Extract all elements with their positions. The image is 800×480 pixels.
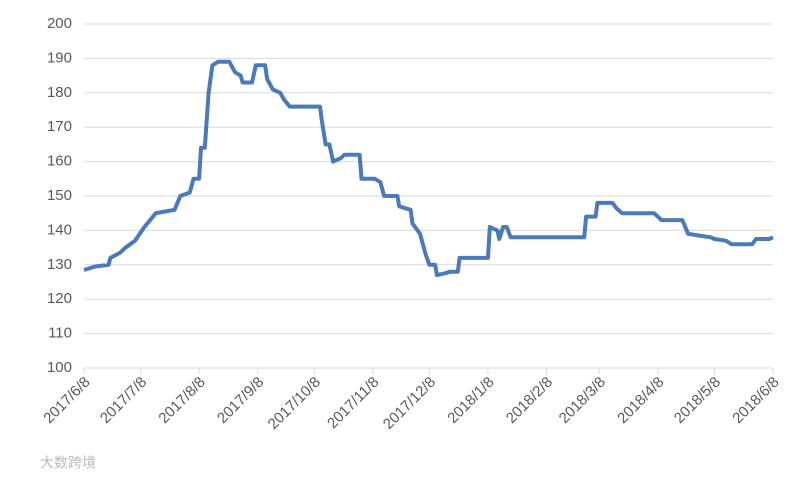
data-line (83, 59, 774, 278)
x-tick-label: 2017/11/8 (324, 374, 382, 432)
x-tick-label: 2017/9/8 (214, 374, 267, 427)
x-tick-label: 2018/1/8 (444, 374, 497, 427)
y-tick-label: 170 (47, 118, 72, 135)
y-tick-label: 200 (47, 15, 72, 32)
y-tick-label: 190 (47, 49, 72, 66)
y-tick-label: 120 (47, 290, 72, 307)
x-tick-label: 2018/2/8 (503, 374, 556, 427)
x-tick-label: 2017/10/8 (265, 374, 324, 433)
y-tick-label: 110 (48, 325, 72, 342)
x-tick-label: 2017/12/8 (380, 374, 439, 433)
x-tick-label: 2018/6/8 (729, 374, 782, 427)
y-tick-label: 180 (47, 84, 72, 101)
x-tick-label: 2018/5/8 (671, 374, 724, 427)
y-tick-label: 130 (47, 256, 72, 273)
y-tick-label: 100 (47, 359, 72, 376)
x-tick-label: 2018/3/8 (556, 374, 609, 427)
x-tick-label: 2017/8/8 (155, 374, 208, 427)
x-tick-label: 2017/7/8 (97, 374, 150, 427)
x-tick-label: 2018/4/8 (614, 374, 667, 427)
y-tick-label: 160 (47, 153, 72, 170)
watermark: 大数跨境 (40, 455, 96, 471)
y-tick-label: 150 (47, 187, 72, 204)
x-tick-label: 2017/6/8 (40, 374, 93, 427)
y-tick-label: 140 (47, 221, 72, 238)
